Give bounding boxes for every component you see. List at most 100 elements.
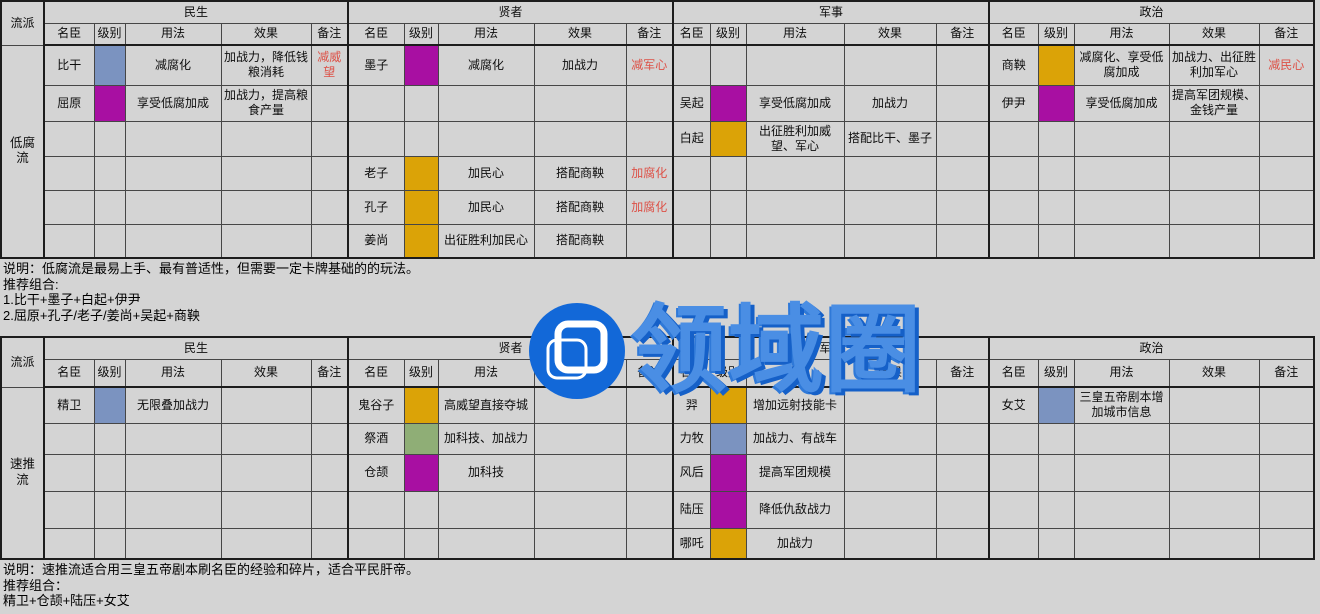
cell-name: 白起 [672,120,711,157]
cell-note: 加腐化 [625,189,674,225]
subheader-note: 备注 [935,22,990,46]
cell-usage: 享受低腐加成 [745,84,845,122]
cell-effect [1168,189,1260,225]
cell-usage: 享受低腐加成 [124,84,222,122]
cell-effect [220,453,312,492]
subheader-usage: 用法 [1073,358,1170,388]
cell-name [43,120,95,157]
cell-note [935,453,990,492]
cell-note [1258,223,1315,259]
cell-usage: 享受低腐加成 [1073,84,1170,122]
watermark-text: 领域圈 [631,297,922,404]
group-header-military: 军事 [672,0,990,24]
cell-name [347,84,405,122]
subheader-usage: 用法 [124,358,222,388]
cell-name [988,422,1039,455]
cell-usage: 高威望直接夺城 [437,386,535,424]
level-swatch [709,84,747,122]
cell-note [625,453,674,492]
subheader-name: 名臣 [347,358,405,388]
cell-name: 仓颉 [347,453,405,492]
cell-note [1258,422,1315,455]
cell-note [310,189,349,225]
group-header-livelihood: 民生 [43,336,349,360]
table-low-corruption-style: 流派 民生 贤者 军事 政治 名臣 级别 用法 效果 备注 名臣 级别 用法 效果 备注 名臣 级别 用法 效果 备注… [0,0,1315,259]
cell-usage [124,490,222,529]
level-swatch [403,155,439,191]
cell-usage: 无限叠加战力 [124,386,222,424]
cell-effect [843,527,937,560]
level-swatch [709,422,747,455]
subheader-effect: 效果 [843,22,937,46]
cell-name [988,223,1039,259]
subheader-level: 级别 [403,358,439,388]
cell-effect: 搭配比干、墨子 [843,120,937,157]
cell-note [1258,490,1315,529]
level-swatch [93,189,126,225]
cell-usage [437,84,535,122]
cell-usage [437,527,535,560]
subheader-level: 级别 [93,358,126,388]
cell-usage [437,490,535,529]
level-swatch [1037,527,1075,560]
level-swatch [403,386,439,424]
cell-name: 孔子 [347,189,405,225]
group-header-politics: 政治 [988,336,1315,360]
cell-note [625,120,674,157]
group-header-livelihood: 民生 [43,0,349,24]
cell-note: 减民心 [1258,44,1315,86]
cell-note [1258,189,1315,225]
cell-note [310,453,349,492]
cell-name: 风后 [672,453,711,492]
cell-name: 女艾 [988,386,1039,424]
cell-effect: 加战力 [843,84,937,122]
cell-usage [1073,527,1170,560]
level-swatch [403,44,439,86]
cell-name: 姜尚 [347,223,405,259]
cell-usage: 加民心 [437,189,535,225]
cell-name [672,44,711,86]
cell-effect [843,422,937,455]
corner-header-cell: 流派 [0,336,45,388]
cell-usage [437,120,535,157]
subheader-note: 备注 [1258,358,1315,388]
subheader-effect: 效果 [533,22,627,46]
subheader-level: 级别 [1037,358,1075,388]
subheader-level: 级别 [93,22,126,46]
cell-effect [533,120,627,157]
watermark-logo-icon [529,303,625,399]
cell-name [347,527,405,560]
subheader-level: 级别 [709,22,747,46]
level-swatch [1037,189,1075,225]
level-swatch [93,84,126,122]
level-swatch [1037,386,1075,424]
subheader-note: 备注 [625,22,674,46]
style-label: 速推流 [0,386,45,560]
cell-name: 羿 [672,386,711,424]
cell-effect [220,490,312,529]
cell-note [625,84,674,122]
group-header-sage: 贤者 [347,0,674,24]
cell-usage [124,189,222,225]
level-swatch [709,453,747,492]
note-line: 1.比干+墨子+白起+伊尹 [3,292,141,307]
cell-name [988,189,1039,225]
cell-effect: 搭配商鞅 [533,189,627,225]
cell-usage: 加民心 [437,155,535,191]
cell-usage [745,223,845,259]
subheader-level: 级别 [1037,22,1075,46]
cell-usage: 三皇五帝剧本增加城市信息 [1073,386,1170,424]
cell-usage [124,453,222,492]
cell-effect: 加战力，提高粮食产量 [220,84,312,122]
cell-note: 减威望 [310,44,349,86]
cell-usage [1073,490,1170,529]
cell-usage: 减腐化、享受低腐加成 [1073,44,1170,86]
cell-effect: 加战力 [533,44,627,86]
cell-name: 精卫 [43,386,95,424]
level-swatch [93,223,126,259]
level-swatch [93,490,126,529]
cell-note [935,120,990,157]
level-swatch [403,84,439,122]
subheader-usage: 用法 [437,22,535,46]
subheader-usage: 用法 [437,358,535,388]
